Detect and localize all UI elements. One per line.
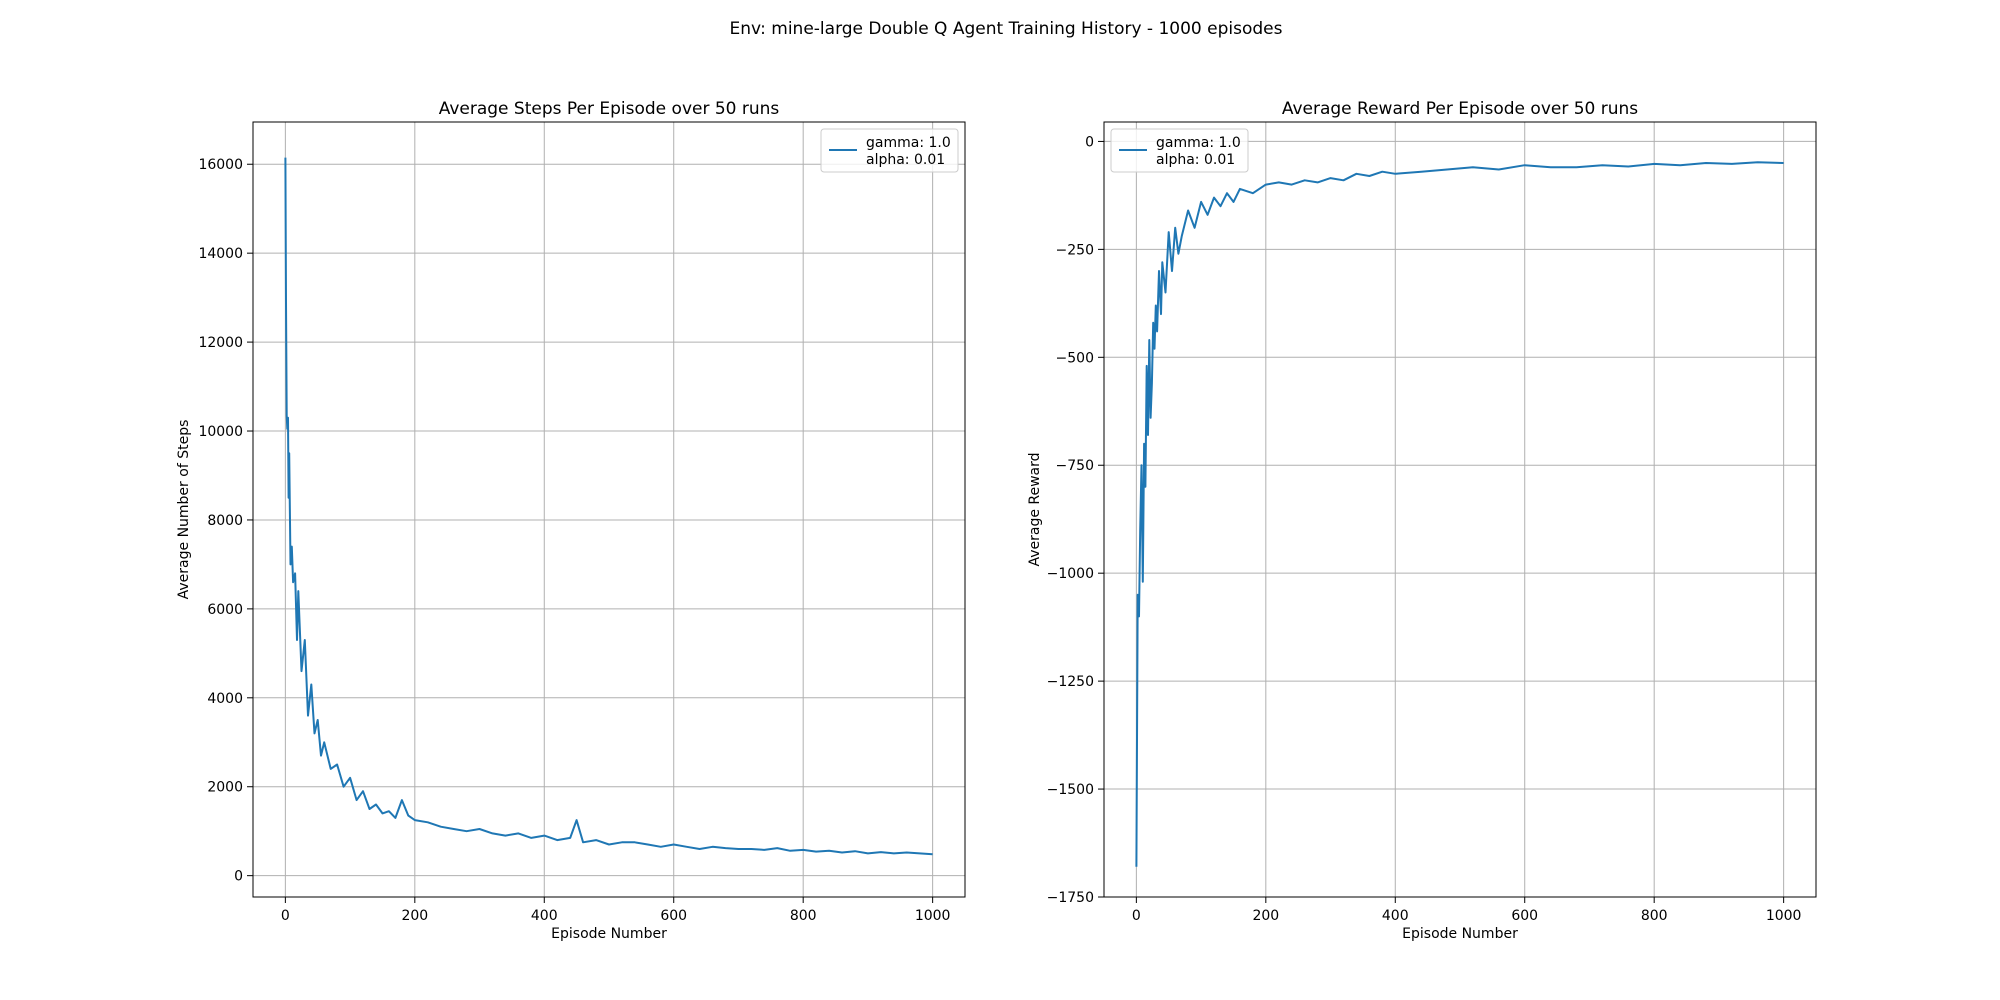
figure-suptitle: Env: mine-large Double Q Agent Training … <box>730 19 1283 39</box>
reward-y-tick-label: −750 <box>1056 458 1094 474</box>
steps-x-tick-label: 400 <box>531 908 558 924</box>
steps-plot-area <box>284 157 933 856</box>
reward-legend: gamma: 1.0 alpha: 0.01 <box>1110 128 1249 173</box>
steps-x-axis-label: Episode Number <box>551 926 667 942</box>
steps-legend-box <box>820 128 959 173</box>
steps-y-tick-label: 2000 <box>207 780 243 796</box>
reward-chart-title: Average Reward Per Episode over 50 runs <box>1282 99 1638 119</box>
reward-legend-alpha: alpha: 0.01 <box>1156 152 1235 168</box>
reward-y-axis-label: Average Reward <box>1027 452 1043 566</box>
reward-axes-frame <box>1103 121 1817 898</box>
reward-y-tick-label: −500 <box>1056 350 1094 366</box>
reward-legend-gamma: gamma: 1.0 <box>1156 135 1241 151</box>
steps-y-tick-label: 12000 <box>198 335 243 351</box>
steps-x-tick-label: 200 <box>401 908 428 924</box>
steps-legend: gamma: 1.0 alpha: 0.01 <box>820 128 959 173</box>
steps-y-axis-label: Average Number of Steps <box>176 420 192 600</box>
reward-plot-area <box>1135 161 1784 867</box>
steps-x-tick-label: 800 <box>790 908 817 924</box>
reward-x-tick-label: 200 <box>1252 908 1279 924</box>
reward-chart: 0 200 400 600 800 1000 0 −250 −500 −750 −1000 −1250… <box>1027 99 1817 942</box>
reward-y-tick-label: −250 <box>1056 242 1094 258</box>
steps-ticks: 0 200 400 600 800 100002000400060008000100001… <box>198 157 950 924</box>
steps-legend-alpha: alpha: 0.01 <box>866 152 945 168</box>
steps-series-line <box>284 157 933 856</box>
reward-x-tick-label: 800 <box>1641 908 1668 924</box>
reward-x-axis-label: Episode Number <box>1402 926 1518 942</box>
steps-y-tick-label: 8000 <box>207 513 243 529</box>
steps-chart-title: Average Steps Per Episode over 50 runs <box>439 99 780 119</box>
steps-y-tick-label: 4000 <box>207 691 243 707</box>
reward-x-tick-label: 600 <box>1511 908 1538 924</box>
steps-x-tick-label: 0 <box>281 908 290 924</box>
steps-y-tick-label: 14000 <box>198 246 243 262</box>
steps-x-tick-label: 1000 <box>915 908 951 924</box>
reward-series-line <box>1135 161 1784 867</box>
steps-y-tick-label: 16000 <box>198 157 243 173</box>
reward-y-tick-label: −1000 <box>1047 566 1094 582</box>
steps-grid <box>253 122 965 897</box>
reward-y-tick-label: −1250 <box>1047 674 1094 690</box>
steps-legend-gamma: gamma: 1.0 <box>866 135 951 151</box>
reward-x-tick-label: 0 <box>1132 908 1141 924</box>
reward-y-tick-label: −1500 <box>1047 782 1094 798</box>
steps-y-tick-label: 0 <box>234 869 243 885</box>
reward-grid <box>1104 122 1816 898</box>
steps-chart: 0 200 400 600 800 100002000400060008000100001… <box>176 99 966 942</box>
reward-ticks: 0 200 400 600 800 1000 0 −250 −500 −750 −1000 −1250… <box>1047 134 1802 924</box>
steps-y-tick-label: 6000 <box>207 602 243 618</box>
reward-x-tick-label: 400 <box>1382 908 1409 924</box>
reward-x-tick-label: 1000 <box>1766 908 1802 924</box>
steps-axes-frame <box>252 121 966 898</box>
steps-y-tick-label: 10000 <box>198 424 243 440</box>
steps-x-tick-label: 600 <box>660 908 687 924</box>
reward-y-tick-label: 0 <box>1085 134 1094 150</box>
reward-legend-box <box>1110 128 1249 173</box>
reward-y-tick-label: −1750 <box>1047 890 1094 906</box>
